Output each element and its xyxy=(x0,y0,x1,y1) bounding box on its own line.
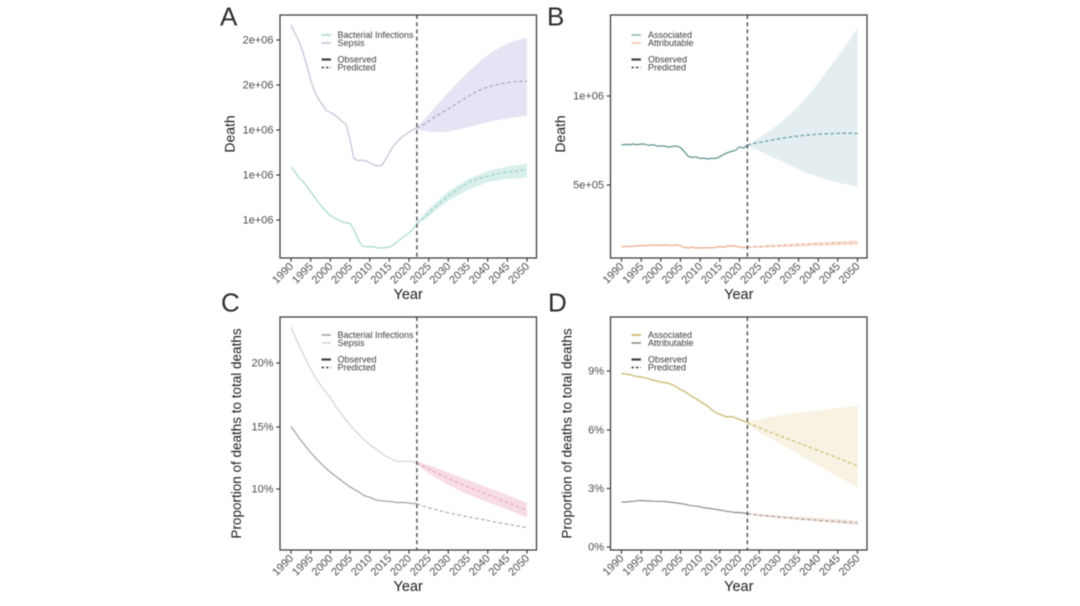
svg-text:D: D xyxy=(548,288,567,318)
svg-text:C: C xyxy=(221,288,240,318)
svg-text:1e+06: 1e+06 xyxy=(243,125,274,137)
svg-text:Predicted: Predicted xyxy=(338,63,376,73)
svg-text:Observed: Observed xyxy=(648,55,687,65)
svg-text:Year: Year xyxy=(394,579,423,595)
svg-text:Predicted: Predicted xyxy=(648,363,686,373)
svg-text:Predicted: Predicted xyxy=(338,363,376,373)
svg-text:Predicted: Predicted xyxy=(648,63,686,73)
svg-text:Year: Year xyxy=(724,579,753,595)
svg-text:A: A xyxy=(220,2,238,32)
svg-text:15%: 15% xyxy=(251,422,273,434)
svg-text:6%: 6% xyxy=(588,425,604,437)
svg-text:Attributable: Attributable xyxy=(648,38,694,48)
svg-text:Bacterial Infections: Bacterial Infections xyxy=(338,330,415,340)
svg-text:Proportion of deaths to total: Proportion of deaths to total deaths xyxy=(229,328,244,538)
svg-text:Death: Death xyxy=(222,115,238,152)
svg-text:3%: 3% xyxy=(588,483,604,495)
svg-text:20%: 20% xyxy=(251,358,273,370)
svg-text:0%: 0% xyxy=(588,542,604,554)
svg-text:9%: 9% xyxy=(588,366,604,378)
svg-text:Observed: Observed xyxy=(338,355,377,365)
svg-text:Death: Death xyxy=(552,115,568,152)
svg-text:Associated: Associated xyxy=(648,30,692,40)
svg-text:Observed: Observed xyxy=(648,355,687,365)
svg-text:10%: 10% xyxy=(251,484,273,496)
svg-text:B: B xyxy=(547,2,564,32)
svg-text:Attributable: Attributable xyxy=(648,338,694,348)
svg-text:5e+05: 5e+05 xyxy=(573,180,604,192)
svg-text:1e+06: 1e+06 xyxy=(573,91,604,103)
svg-text:Year: Year xyxy=(724,287,753,303)
svg-text:Bacterial Infections: Bacterial Infections xyxy=(338,30,415,40)
svg-text:Proportion of deaths to total: Proportion of deaths to total deaths xyxy=(560,328,575,538)
svg-text:Sepsis: Sepsis xyxy=(338,38,366,48)
svg-text:2e+06: 2e+06 xyxy=(243,35,274,47)
svg-text:Sepsis: Sepsis xyxy=(338,338,366,348)
svg-text:2e+06: 2e+06 xyxy=(243,80,274,92)
svg-text:Observed: Observed xyxy=(338,55,377,65)
svg-text:Associated: Associated xyxy=(648,330,692,340)
svg-text:1e+06: 1e+06 xyxy=(243,170,274,182)
svg-text:Year: Year xyxy=(394,287,423,303)
svg-text:1e+06: 1e+06 xyxy=(243,215,274,227)
